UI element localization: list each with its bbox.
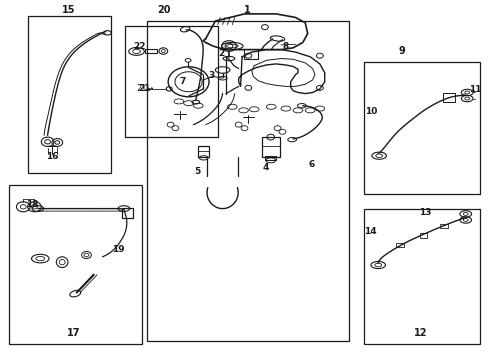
Text: 17: 17 (66, 328, 80, 338)
Text: 15: 15 (61, 5, 75, 15)
Text: 4: 4 (262, 163, 268, 172)
Bar (28, 16, 111, 173)
Bar (265, 156, 276, 160)
Text: 9: 9 (397, 46, 404, 56)
Bar (395, 243, 403, 247)
Text: 20: 20 (157, 5, 171, 15)
Text: 11: 11 (468, 85, 481, 94)
Bar (147, 21, 348, 341)
Text: 18: 18 (26, 200, 38, 209)
Text: 21→: 21→ (136, 84, 153, 93)
Bar (419, 233, 427, 238)
Text: 3: 3 (208, 71, 215, 80)
Bar (363, 208, 479, 344)
Text: 21: 21 (138, 84, 151, 93)
Bar (9, 185, 142, 344)
Bar (198, 146, 208, 157)
Text: 6: 6 (308, 160, 314, 169)
Bar (442, 93, 454, 102)
Bar (363, 62, 479, 194)
Text: 14: 14 (363, 227, 375, 236)
Text: 7: 7 (179, 77, 185, 86)
Text: 22: 22 (133, 41, 146, 50)
Bar (145, 49, 157, 53)
Bar (125, 26, 217, 137)
Text: 8: 8 (282, 41, 288, 50)
Text: 2: 2 (218, 49, 224, 58)
Text: 1: 1 (243, 5, 250, 15)
Bar (122, 207, 132, 217)
Text: 13: 13 (418, 208, 431, 217)
Bar (261, 137, 280, 157)
Text: 12: 12 (413, 328, 427, 338)
Text: 16: 16 (46, 152, 59, 161)
Text: 5: 5 (194, 167, 200, 176)
Text: 10: 10 (364, 107, 376, 116)
Text: 19: 19 (112, 245, 124, 254)
Bar (439, 224, 447, 228)
